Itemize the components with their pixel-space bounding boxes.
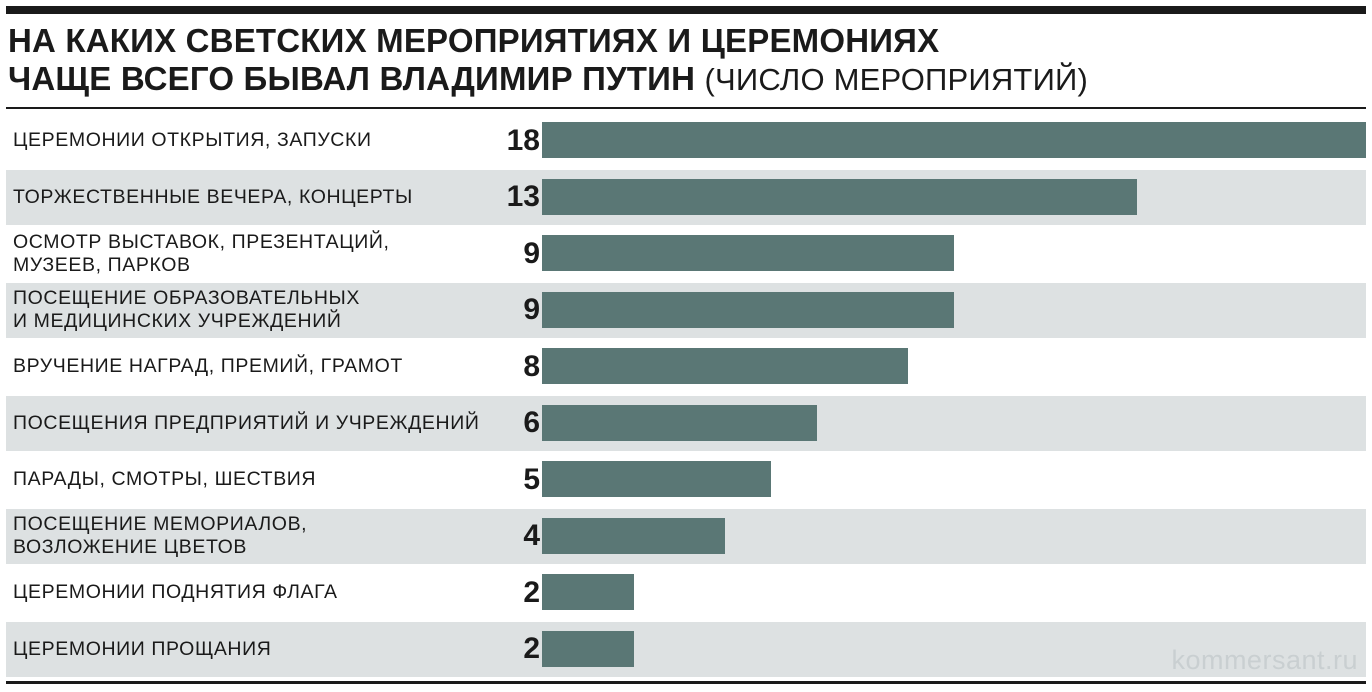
category-label: ПОСЕЩЕНИЯ ПРЕДПРИЯТИЙ И УЧРЕЖДЕНИЙ: [13, 411, 480, 434]
bar: [542, 574, 634, 610]
bar: [542, 178, 1137, 215]
watermark: kommersant.ru: [1171, 645, 1358, 675]
unit-label: (ЧИСЛО МЕРОПРИЯТИЙ): [704, 62, 1089, 97]
data-label: 2: [523, 575, 540, 609]
category-label: ОСМОТР ВЫСТАВОК, ПРЕЗЕНТАЦИЙ, МУЗЕЕВ, ПА…: [13, 230, 390, 276]
category-label: ТОРЖЕСТВЕННЫЕ ВЕЧЕРА, КОНЦЕРТЫ: [13, 185, 413, 208]
category-label: ПОСЕЩЕНИЕ ОБРАЗОВАТЕЛЬНЫХ И МЕДИЦИНСКИХ …: [13, 287, 360, 332]
bar: [542, 348, 908, 384]
top-rule: [6, 6, 1366, 14]
chart-title-line-2-text: ЧАЩЕ ВСЕГО БЫВАЛ ВЛАДИМИР ПУТИН: [8, 60, 696, 97]
bar-row: ВРУЧЕНИЕ НАГРАД, ПРЕМИЙ, ГРАМОТ 8: [6, 339, 1366, 394]
data-label: 9: [523, 236, 540, 270]
bar-row: ПОСЕЩЕНИЯ ПРЕДПРИЯТИЙ И УЧРЕЖДЕНИЙ 6: [6, 395, 1366, 451]
data-label: 6: [523, 406, 540, 439]
data-label: 2: [523, 632, 540, 665]
bar-row: ЦЕРЕМОНИИ ОТКРЫТИЯ, ЗАПУСКИ 18: [6, 113, 1366, 168]
data-label: 8: [523, 349, 540, 383]
bar-row: ПОСЕЩЕНИЕ ОБРАЗОВАТЕЛЬНЫХ И МЕДИЦИНСКИХ …: [6, 282, 1366, 338]
bar-row: ПАРАДЫ, СМОТРЫ, ШЕСТВИЯ 5: [6, 452, 1366, 507]
bar-chart: ЦЕРЕМОНИИ ОТКРЫТИЯ, ЗАПУСКИ 18 ТОРЖЕСТВЕНН…: [6, 113, 1366, 678]
bottom-rule: [6, 681, 1366, 684]
data-label: 13: [506, 180, 540, 213]
bar-row: ПОСЕЩЕНИЕ МЕМОРИАЛОВ, ВОЗЛОЖЕНИЕ ЦВЕТОВ 4: [6, 508, 1366, 564]
bar: [542, 630, 634, 667]
bar: [542, 517, 725, 554]
bar-row: ЦЕРЕМОНИИ ПОДНЯТИЯ ФЛАГА 2: [6, 565, 1366, 620]
bar: [542, 235, 954, 271]
bar-row: ОСМОТР ВЫСТАВОК, ПРЕЗЕНТАЦИЙ, МУЗЕЕВ, ПА…: [6, 226, 1366, 281]
bar-row: ЦЕРЕМОНИИ ПРОЩАНИЯ 2: [6, 621, 1366, 677]
bar: [542, 122, 1366, 158]
category-label: ПАРАДЫ, СМОТРЫ, ШЕСТВИЯ: [13, 468, 317, 490]
data-label: 18: [506, 123, 540, 157]
category-label: ЦЕРЕМОНИИ ПОДНЯТИЯ ФЛАГА: [13, 581, 338, 603]
data-label: 5: [523, 462, 540, 496]
category-label: ПОСЕЩЕНИЕ МЕМОРИАЛОВ, ВОЗЛОЖЕНИЕ ЦВЕТОВ: [13, 513, 308, 558]
chart-title-line-2: ЧАЩЕ ВСЕГО БЫВАЛ ВЛАДИМИР ПУТИН (ЧИСЛО М…: [8, 60, 1364, 99]
data-label: 4: [523, 519, 540, 552]
chart-title-line-1: НА КАКИХ СВЕТСКИХ МЕРОПРИЯТИЯХ И ЦЕРЕМОН…: [8, 22, 940, 59]
data-label: 9: [523, 293, 540, 326]
bar: [542, 291, 954, 328]
category-label: ЦЕРЕМОНИИ ПРОЩАНИЯ: [13, 637, 272, 660]
bar: [542, 461, 771, 497]
header-rule: [6, 107, 1366, 109]
category-label: ВРУЧЕНИЕ НАГРАД, ПРЕМИЙ, ГРАМОТ: [13, 355, 403, 377]
bar: [542, 404, 817, 441]
category-label: ЦЕРЕМОНИИ ОТКРЫТИЯ, ЗАПУСКИ: [13, 129, 372, 151]
bar-row: ТОРЖЕСТВЕННЫЕ ВЕЧЕРА, КОНЦЕРТЫ 13: [6, 169, 1366, 225]
chart-title: НА КАКИХ СВЕТСКИХ МЕРОПРИЯТИЯХ И ЦЕРЕМОН…: [8, 22, 1364, 99]
